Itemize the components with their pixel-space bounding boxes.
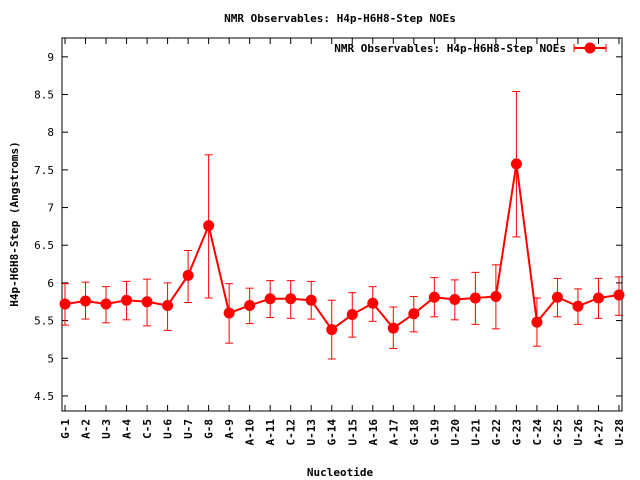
data-point bbox=[223, 307, 235, 319]
x-tick-label: U-13 bbox=[305, 419, 318, 446]
data-point bbox=[408, 308, 420, 320]
data-point bbox=[305, 294, 317, 306]
y-tick-label: 6 bbox=[47, 277, 54, 290]
data-point bbox=[592, 292, 604, 304]
x-tick-label: A-16 bbox=[367, 419, 380, 446]
data-point bbox=[367, 297, 379, 309]
x-tick-label: G-18 bbox=[408, 419, 421, 446]
x-tick-label: A-4 bbox=[121, 419, 134, 439]
data-point bbox=[59, 298, 71, 310]
data-point bbox=[428, 291, 440, 303]
y-tick-label: 9 bbox=[47, 51, 54, 64]
y-tick-label: 8 bbox=[47, 126, 54, 139]
series-line bbox=[64, 163, 620, 332]
data-point bbox=[203, 220, 215, 232]
x-tick-label: G-14 bbox=[326, 419, 339, 446]
data-point bbox=[182, 269, 194, 281]
y-tick-label: 5 bbox=[47, 352, 54, 365]
data-point bbox=[326, 324, 338, 336]
data-point bbox=[346, 309, 358, 321]
x-tick-label: G-22 bbox=[490, 419, 503, 446]
y-tick-label: 7.5 bbox=[34, 164, 54, 177]
y-tick-label: 6.5 bbox=[34, 239, 54, 252]
data-point bbox=[551, 291, 563, 303]
legend-marker bbox=[584, 42, 596, 54]
data-point bbox=[244, 300, 256, 312]
data-point bbox=[264, 293, 276, 305]
x-tick-label: U-15 bbox=[346, 419, 359, 446]
x-tick-label: A-11 bbox=[264, 419, 277, 446]
data-point bbox=[531, 316, 543, 328]
x-tick-label: A-10 bbox=[244, 419, 257, 446]
y-tick-label: 7 bbox=[47, 202, 54, 215]
y-tick-label: 8.5 bbox=[34, 89, 54, 102]
data-point bbox=[387, 322, 399, 334]
x-tick-label: A-27 bbox=[592, 419, 605, 446]
x-tick-label: U-26 bbox=[572, 419, 585, 446]
data-point bbox=[510, 158, 522, 170]
data-point bbox=[121, 294, 133, 306]
y-tick-label: 4.5 bbox=[34, 390, 54, 403]
x-tick-label: U-21 bbox=[469, 419, 482, 446]
data-point bbox=[613, 289, 625, 301]
y-axis-label: H4p-H6H8-Step (Angstroms) bbox=[8, 141, 21, 307]
data-point bbox=[100, 298, 112, 310]
data-points bbox=[59, 158, 625, 336]
x-axis: G-1 A-2 U-3 A-4 C-5 U-6 U-7 G-8 A-9 A-10 A-11 C-12 U… bbox=[59, 38, 626, 446]
legend: NMR Observables: H4p-H6H8-Step NOEs bbox=[334, 42, 607, 55]
chart-title: NMR Observables: H4p-H6H8-Step NOEs bbox=[224, 12, 456, 25]
x-tick-label: G-23 bbox=[510, 419, 523, 446]
plot-frame bbox=[61, 37, 623, 412]
x-tick-label: G-1 bbox=[59, 419, 72, 439]
x-tick-label: G-25 bbox=[551, 419, 564, 446]
x-axis-label: Nucleotide bbox=[307, 466, 374, 479]
x-tick-label: C-12 bbox=[285, 419, 298, 446]
data-point bbox=[572, 300, 584, 312]
y-tick-label: 5.5 bbox=[34, 315, 54, 328]
legend-label: NMR Observables: H4p-H6H8-Step NOEs bbox=[334, 42, 566, 55]
data-point bbox=[469, 292, 481, 304]
x-tick-label: G-8 bbox=[203, 419, 216, 439]
x-tick-label: A-9 bbox=[223, 419, 236, 439]
data-point bbox=[80, 295, 92, 307]
x-tick-label: U-3 bbox=[100, 419, 113, 439]
y-axis: 4.5 5 5.5 6 6.5 7 7.5 8 8.5 9 bbox=[34, 51, 622, 403]
x-tick-label: U-6 bbox=[162, 419, 175, 439]
x-tick-label: G-19 bbox=[428, 419, 441, 446]
x-tick-label: U-7 bbox=[182, 419, 195, 439]
data-point bbox=[449, 293, 461, 305]
data-point bbox=[162, 300, 174, 312]
data-point bbox=[141, 296, 153, 308]
x-tick-label: A-17 bbox=[387, 419, 400, 446]
x-tick-label: C-5 bbox=[141, 419, 154, 439]
data-point bbox=[285, 293, 297, 305]
data-point bbox=[490, 290, 502, 302]
x-tick-label: A-2 bbox=[80, 419, 93, 439]
x-tick-label: U-28 bbox=[613, 419, 626, 446]
x-tick-label: C-24 bbox=[531, 419, 544, 446]
x-tick-label: U-20 bbox=[449, 419, 462, 446]
